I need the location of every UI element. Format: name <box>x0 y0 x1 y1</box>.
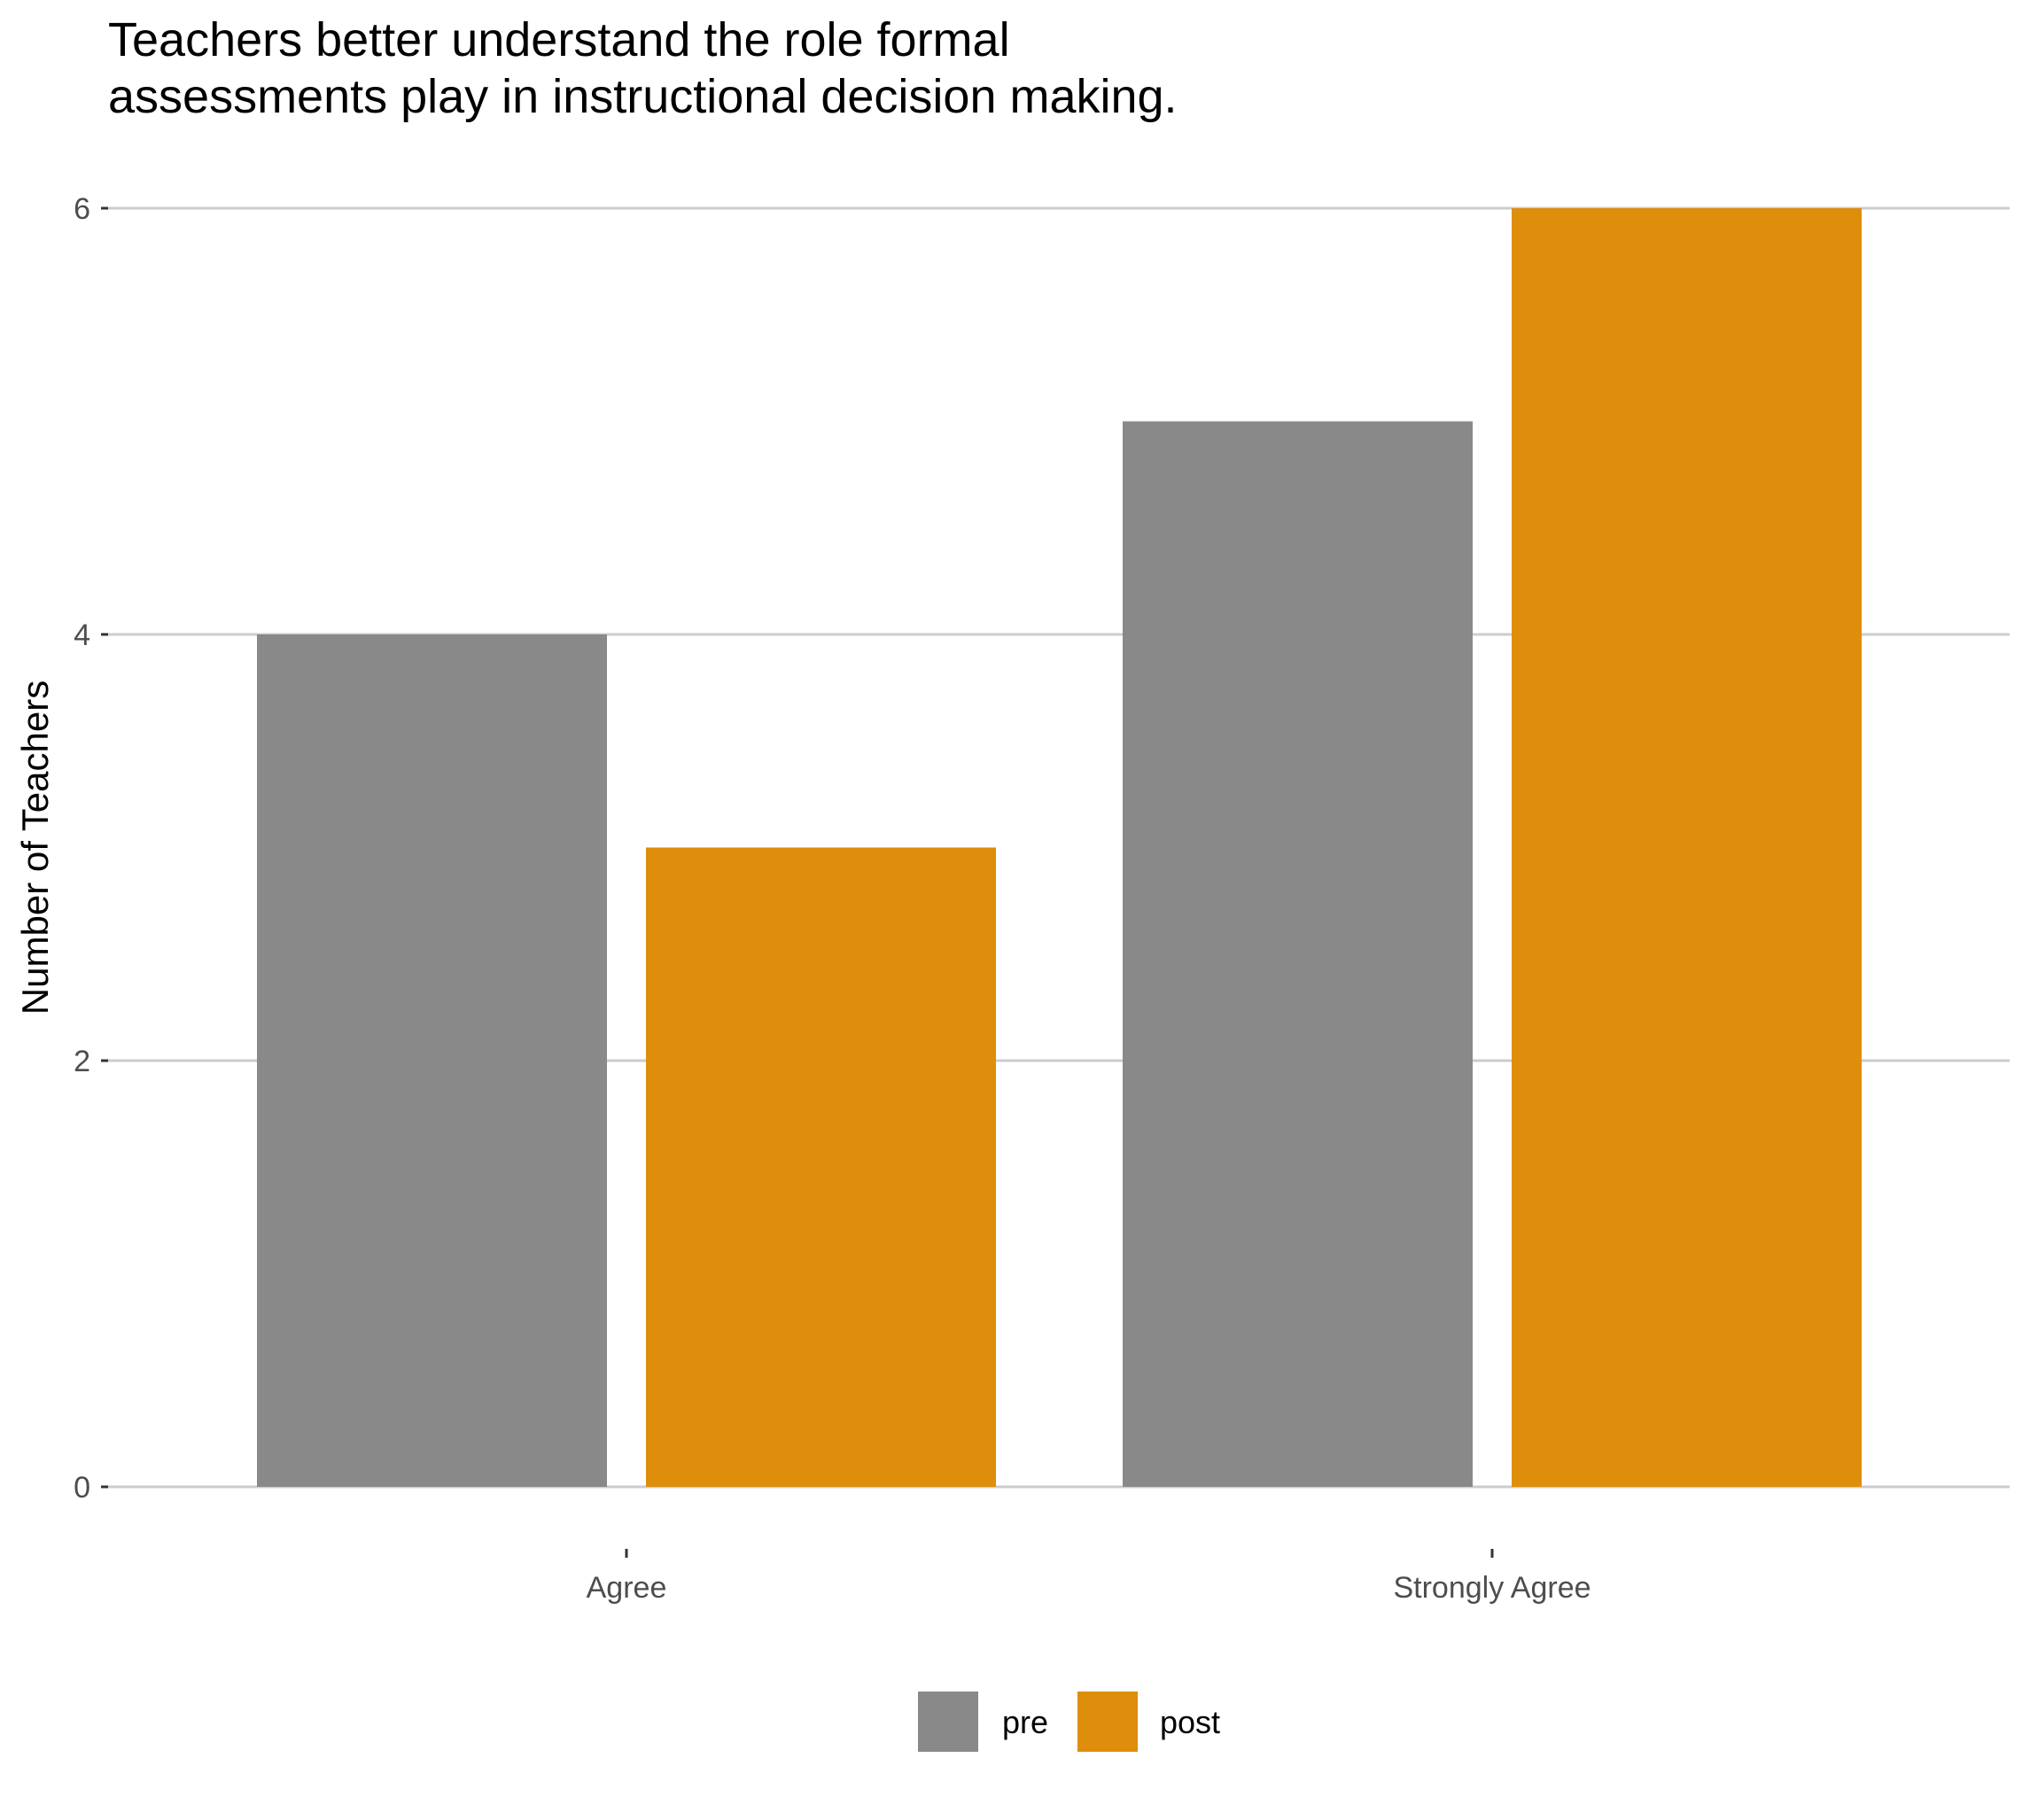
bar-pre-agree <box>257 634 607 1487</box>
y-tick-label-6: 6 <box>74 192 90 226</box>
bar-post-strongly-agree <box>1512 208 1862 1487</box>
y-tick-label-0: 0 <box>74 1471 90 1505</box>
axes: 0 2 4 6 Agree Strongly Agree <box>74 192 1591 1605</box>
x-tick-label-strongly-agree: Strongly Agree <box>1393 1571 1591 1605</box>
chart-title: Teachers better understand the role form… <box>108 12 1969 125</box>
legend-key-post <box>1077 1692 1138 1752</box>
legend-label-post: post <box>1160 1704 1220 1740</box>
legend: pre post <box>918 1692 1220 1752</box>
bars <box>257 208 1862 1487</box>
y-tick-label-2: 2 <box>74 1045 90 1078</box>
chart-title-line-1: Teachers better understand the role form… <box>108 13 1010 66</box>
x-tick-label-agree: Agree <box>587 1571 667 1605</box>
bar-pre-strongly-agree <box>1123 421 1473 1487</box>
y-axis-title: Number of Teachers <box>14 681 56 1015</box>
legend-label-pre: pre <box>1002 1704 1048 1740</box>
bar-post-agree <box>646 847 996 1487</box>
chart-title-line-2: assessments play in instructional decisi… <box>108 69 1178 123</box>
legend-key-pre <box>918 1692 978 1752</box>
y-tick-label-4: 4 <box>74 618 90 652</box>
